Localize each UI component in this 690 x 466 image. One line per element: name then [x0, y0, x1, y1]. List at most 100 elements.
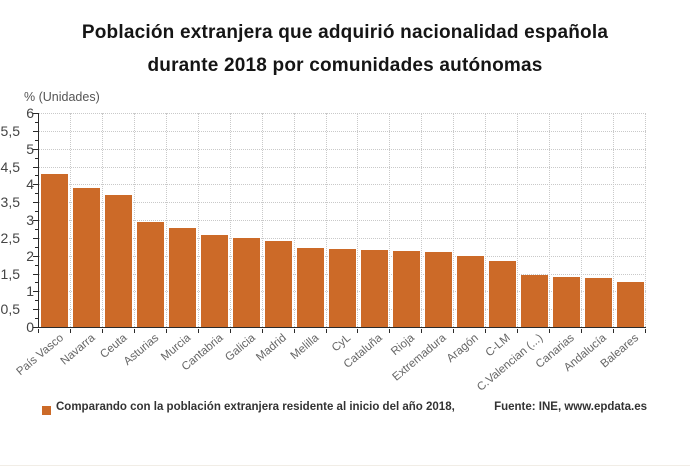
bar-extremadura	[424, 252, 452, 327]
bar-cantabria	[201, 235, 229, 327]
y-tick-label: 0	[26, 319, 34, 335]
x-gridline	[549, 113, 551, 327]
y-tick	[35, 228, 38, 230]
bar-arag-n	[456, 255, 484, 327]
x-gridline	[165, 113, 167, 327]
bar-asturias	[137, 221, 165, 327]
x-tick	[485, 329, 487, 333]
y-tick-label: 1,5	[0, 265, 20, 282]
y-tick-label: 6	[26, 105, 34, 121]
y-gridline	[39, 130, 646, 132]
x-tick	[581, 329, 583, 333]
bar-andaluc-a	[584, 278, 612, 327]
y-gridline	[39, 113, 646, 114]
y-tick-label: 0,5	[0, 301, 20, 318]
y-tick	[35, 264, 38, 266]
x-gridline	[69, 113, 71, 327]
x-tick-label-text: Melilla	[288, 332, 322, 363]
x-tick	[645, 329, 646, 333]
y-tick	[33, 237, 38, 239]
y-tick	[35, 139, 38, 141]
y-gridline	[39, 202, 646, 204]
y-tick	[33, 309, 38, 311]
chart-title-line1: Población extranjera que adquirió nacion…	[81, 22, 609, 43]
x-tick	[69, 329, 71, 333]
x-gridline	[325, 113, 327, 327]
y-tick	[35, 282, 38, 284]
x-tick-label-text: Navarra	[58, 332, 98, 368]
x-tick	[517, 329, 519, 333]
x-tick	[133, 329, 135, 333]
x-gridline	[581, 113, 583, 327]
x-tick-label-text: Asturias	[121, 332, 162, 368]
y-tick	[33, 255, 38, 257]
bar-navarra	[73, 187, 101, 327]
x-tick	[357, 329, 359, 333]
y-tick	[35, 193, 38, 195]
y-gridline	[39, 184, 646, 186]
x-tick	[229, 329, 231, 333]
legend-swatch-icon	[42, 406, 51, 415]
x-tick	[101, 329, 103, 333]
y-axis-unit-label: % (Unidades)	[24, 90, 100, 104]
x-gridline	[517, 113, 519, 327]
bar-c-lm	[488, 260, 516, 327]
bar-cyl	[329, 248, 356, 327]
y-tick	[35, 246, 38, 248]
x-gridline	[133, 113, 135, 327]
x-gridline	[453, 113, 455, 327]
x-tick	[453, 329, 455, 333]
y-tick-label: 1	[26, 283, 34, 300]
y-tick-label: 4	[26, 176, 34, 193]
x-tick-label-text: País Vasco	[14, 332, 66, 379]
bar-madrid	[265, 240, 293, 327]
x-tick	[197, 329, 199, 333]
y-tick	[33, 148, 38, 150]
y-tick	[33, 166, 38, 168]
y-tick	[33, 327, 38, 328]
y-tick	[33, 130, 38, 132]
bar-canarias	[552, 277, 580, 327]
x-tick-label-text: Madrid	[254, 332, 290, 364]
x-tick	[389, 329, 391, 333]
x-gridline	[293, 113, 295, 327]
x-tick-label-text: CyL	[329, 332, 354, 355]
y-tick	[35, 121, 38, 123]
y-tick	[35, 175, 38, 177]
chart-title: Población extranjera que adquirió nacion…	[0, 16, 690, 82]
y-tick-label: 2,5	[0, 229, 20, 246]
bar-melilla	[297, 247, 325, 327]
x-gridline	[101, 113, 103, 327]
x-tick	[549, 329, 551, 333]
bar-rioja	[392, 250, 420, 327]
y-tick	[35, 300, 38, 302]
bar-c-valencian-	[520, 274, 548, 327]
bar-catalu-a	[360, 249, 388, 327]
bar-pa-s-vasco	[41, 173, 69, 327]
x-gridline	[485, 113, 487, 327]
x-tick	[165, 329, 167, 333]
x-gridline	[357, 113, 359, 327]
x-gridline	[421, 113, 423, 327]
y-gridline	[39, 237, 646, 239]
y-tick	[35, 318, 38, 320]
y-tick-label: 2	[26, 247, 34, 264]
x-tick	[421, 329, 423, 333]
y-tick-label: 3,5	[0, 194, 20, 211]
x-gridline	[645, 113, 646, 327]
x-tick	[613, 329, 615, 333]
x-tick	[293, 329, 295, 333]
y-tick-label: 3	[26, 212, 34, 228]
source-label: Fuente: INE, www.epdata.es	[494, 401, 647, 413]
bar-murcia	[169, 227, 197, 327]
y-tick	[33, 202, 38, 204]
x-gridline	[389, 113, 391, 327]
y-tick	[33, 273, 38, 275]
x-tick-label-text: Aragón	[444, 332, 481, 366]
y-tick	[35, 157, 38, 159]
y-gridline	[39, 166, 646, 168]
y-gridline	[39, 148, 646, 150]
x-tick-label-text: Galicia	[222, 332, 258, 364]
x-gridline	[261, 113, 263, 327]
